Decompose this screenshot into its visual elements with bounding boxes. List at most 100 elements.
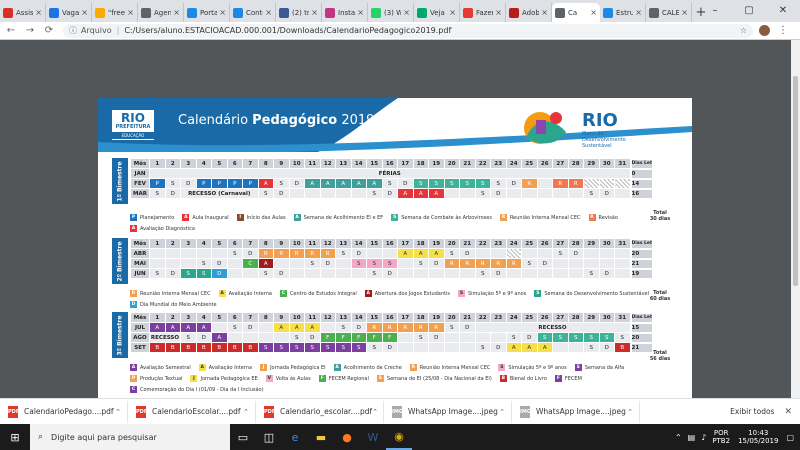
tab-11[interactable]: Adobe× — [506, 3, 552, 22]
day-cell: A — [180, 322, 197, 333]
header-days-label: Dias Letivos — [630, 312, 653, 323]
tab-12[interactable]: Ca × — [552, 3, 600, 22]
close-tab-icon[interactable]: × — [449, 8, 456, 17]
store-icon[interactable]: ◫ — [263, 430, 275, 444]
close-tab-icon[interactable]: × — [265, 8, 272, 17]
header-day: 25 — [521, 238, 538, 249]
notifications-icon[interactable]: ▢ — [786, 432, 794, 442]
scroll-thumb[interactable] — [793, 76, 798, 286]
close-tab-icon[interactable]: × — [403, 8, 410, 17]
tab-8[interactable]: (3) Wh× — [368, 3, 414, 22]
chevron-up-icon[interactable]: ⌃ — [243, 407, 249, 416]
close-tab-icon[interactable]: × — [541, 8, 548, 17]
chrome-icon[interactable]: ◉ — [386, 424, 412, 450]
close-tab-icon[interactable]: × — [219, 8, 226, 17]
header-day: 11 — [304, 238, 321, 249]
minimize-icon[interactable]: – — [712, 4, 718, 16]
chevron-up-icon[interactable]: ⌃ — [627, 407, 633, 416]
clock[interactable]: 10:43 15/05/2019 — [738, 429, 778, 445]
word-icon[interactable]: W — [367, 430, 379, 444]
tab-7[interactable]: Instag× — [322, 3, 368, 22]
edge-icon[interactable]: e — [291, 430, 299, 444]
windows-start-icon[interactable]: ⊞ — [10, 430, 20, 444]
close-tab-icon[interactable]: × — [681, 8, 688, 17]
show-all-downloads-button[interactable]: Exibir todos — [730, 407, 775, 416]
address-bar[interactable]: ⓘ Arquivo | C:/Users/aluno.ESTACIOACAD.0… — [63, 23, 753, 38]
tab-4[interactable]: Portal× — [184, 3, 230, 22]
close-downloads-icon[interactable]: ✕ — [784, 406, 792, 417]
row-days-total: 0 — [630, 168, 653, 179]
tab-label: (2) tra — [292, 8, 309, 17]
tab-5[interactable]: Conte× — [230, 3, 276, 22]
menu-icon[interactable]: ⋮ — [778, 25, 788, 36]
language-indicator[interactable]: POR PTB2 — [712, 429, 730, 445]
day-cell: D — [288, 178, 305, 189]
table-header-row: Mês 1 2 3 4 5 6 7 8 9 10 11 12 13 14 15 16 17 18 19 20 21 22 23… — [130, 158, 654, 169]
back-icon[interactable]: ← — [6, 25, 16, 36]
close-tab-icon[interactable]: × — [590, 8, 597, 17]
tab-6[interactable]: (2) tra× — [276, 3, 322, 22]
facebook-icon — [279, 7, 289, 18]
reload-icon[interactable]: ⟳ — [44, 25, 54, 36]
day-cell: FÉRIAS — [149, 168, 631, 179]
day-cell: P — [226, 178, 243, 189]
tab-0[interactable]: Assist× — [0, 3, 46, 22]
task-view-icon[interactable]: ▭ — [237, 430, 249, 444]
maximize-icon[interactable]: ▢ — [744, 4, 754, 16]
forward-icon[interactable]: → — [25, 25, 35, 36]
header-day: 20 — [443, 312, 460, 323]
close-tab-icon[interactable]: × — [495, 8, 502, 17]
close-tab-icon[interactable]: × — [357, 8, 364, 17]
download-item[interactable]: PDF Calendario_escolar....pdf ⌃ — [256, 400, 384, 423]
new-tab-button[interactable]: + — [695, 5, 707, 20]
tab-1[interactable]: Vagas× — [46, 3, 92, 22]
legend-item: F FECEM — [554, 373, 582, 384]
close-tab-icon[interactable]: × — [81, 8, 88, 17]
pdf-scrollbar[interactable] — [791, 40, 800, 398]
tab-14[interactable]: CALE × — [646, 3, 692, 22]
header-day: 8 — [257, 312, 274, 323]
volume-icon[interactable]: ♪ — [701, 432, 707, 442]
bookmark-star-icon[interactable]: ☆ — [739, 26, 747, 35]
rio-prefeitura-logo: RIO PREFEITURA EDUCAÇÃO — [110, 108, 156, 142]
legend-item: D Dia Mundial do Meio Ambiente — [130, 299, 217, 310]
chevron-up-icon[interactable]: ⌃ — [499, 407, 505, 416]
legend-swatch: B — [499, 375, 507, 382]
tab-2[interactable]: "freela× — [92, 3, 138, 22]
info-icon[interactable]: ⓘ — [69, 26, 77, 35]
taskbar-search[interactable]: ⌕ Digite aqui para pesquisar — [30, 424, 230, 450]
legend-item: F FECEM Regional — [318, 373, 369, 384]
close-tab-icon[interactable]: × — [173, 8, 180, 17]
day-cell: A — [397, 188, 414, 199]
chevron-up-icon[interactable]: ⌃ — [372, 407, 379, 416]
day-cell: R — [474, 258, 491, 269]
day-cell: R — [552, 178, 569, 189]
bimestre-1-legend: P Planejamento A Aula Inaugural I Início das … — [130, 212, 672, 234]
tab-10[interactable]: Fazer × — [460, 3, 506, 22]
header-day: 3 — [180, 158, 197, 169]
download-item[interactable]: IMG WhatsApp Image....jpeg ⌃ — [384, 400, 512, 423]
download-item[interactable]: PDF CalendarioPedago....pdf ⌃ — [0, 400, 128, 423]
close-window-icon[interactable]: ✕ — [778, 4, 788, 16]
day-cell — [505, 248, 522, 259]
close-tab-icon[interactable]: × — [635, 8, 642, 17]
chevron-up-icon[interactable]: ⌃ — [674, 432, 682, 442]
close-tab-icon[interactable]: × — [35, 8, 42, 17]
header-day: 4 — [195, 312, 212, 323]
download-item[interactable]: IMG WhatsApp Image....jpeg ⌃ — [512, 400, 640, 423]
close-tab-icon[interactable]: × — [127, 8, 134, 17]
firefox-icon[interactable]: ● — [342, 430, 352, 444]
tab-3[interactable]: Agend× — [138, 3, 184, 22]
network-icon[interactable]: ▤ — [687, 432, 696, 442]
day-cell: D — [490, 342, 507, 353]
close-tab-icon[interactable]: × — [311, 8, 318, 17]
doc-icon — [603, 7, 613, 18]
profile-avatar[interactable] — [759, 25, 770, 36]
day-cell: D — [490, 188, 507, 199]
download-item[interactable]: PDF CalendarioEscolar....pdf ⌃ — [128, 400, 256, 423]
day-cell: D — [490, 268, 507, 279]
explorer-icon[interactable]: ▬ — [315, 430, 327, 444]
tab-9[interactable]: Veja 5× — [414, 3, 460, 22]
chevron-up-icon[interactable]: ⌃ — [115, 407, 121, 416]
tab-13[interactable]: Estrutu× — [600, 3, 646, 22]
